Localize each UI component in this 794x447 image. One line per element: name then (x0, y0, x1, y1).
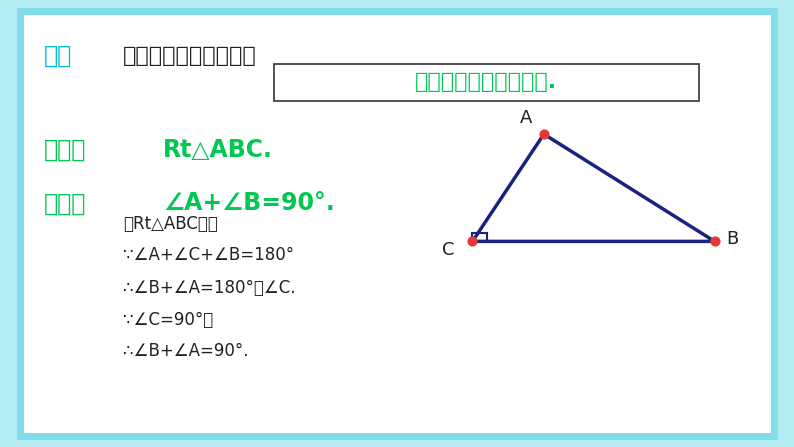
Bar (274, 64, 699, 101)
Text: ∵∠A+∠C+∠B=180°: ∵∠A+∠C+∠B=180° (123, 246, 295, 264)
Text: 直角三角形两锐角互余.: 直角三角形两锐角互余. (415, 72, 557, 92)
Text: ∵∠C=90°，: ∵∠C=90°， (123, 311, 214, 329)
Text: 已知：: 已知： (44, 138, 86, 162)
Text: B: B (726, 230, 738, 248)
Bar (472, 233, 487, 241)
Text: C: C (442, 241, 455, 259)
Text: 直角三角形的性质定理: 直角三角形的性质定理 (123, 46, 256, 66)
Text: ∴∠B+∠A=180°－∠C.: ∴∠B+∠A=180°－∠C. (123, 279, 295, 297)
Point (538, 131, 550, 138)
Point (466, 238, 479, 245)
Text: 总结: 总结 (44, 44, 72, 68)
Point (708, 238, 721, 245)
Text: 在Rt△ABC中，: 在Rt△ABC中， (123, 215, 218, 232)
Text: Rt△ABC.: Rt△ABC. (163, 138, 272, 162)
FancyBboxPatch shape (20, 11, 774, 436)
Text: 求证：: 求证： (44, 191, 86, 215)
Text: ∠A+∠B=90°.: ∠A+∠B=90°. (163, 191, 334, 215)
Text: A: A (520, 110, 533, 127)
Text: ∴∠B+∠A=90°.: ∴∠B+∠A=90°. (123, 342, 249, 360)
